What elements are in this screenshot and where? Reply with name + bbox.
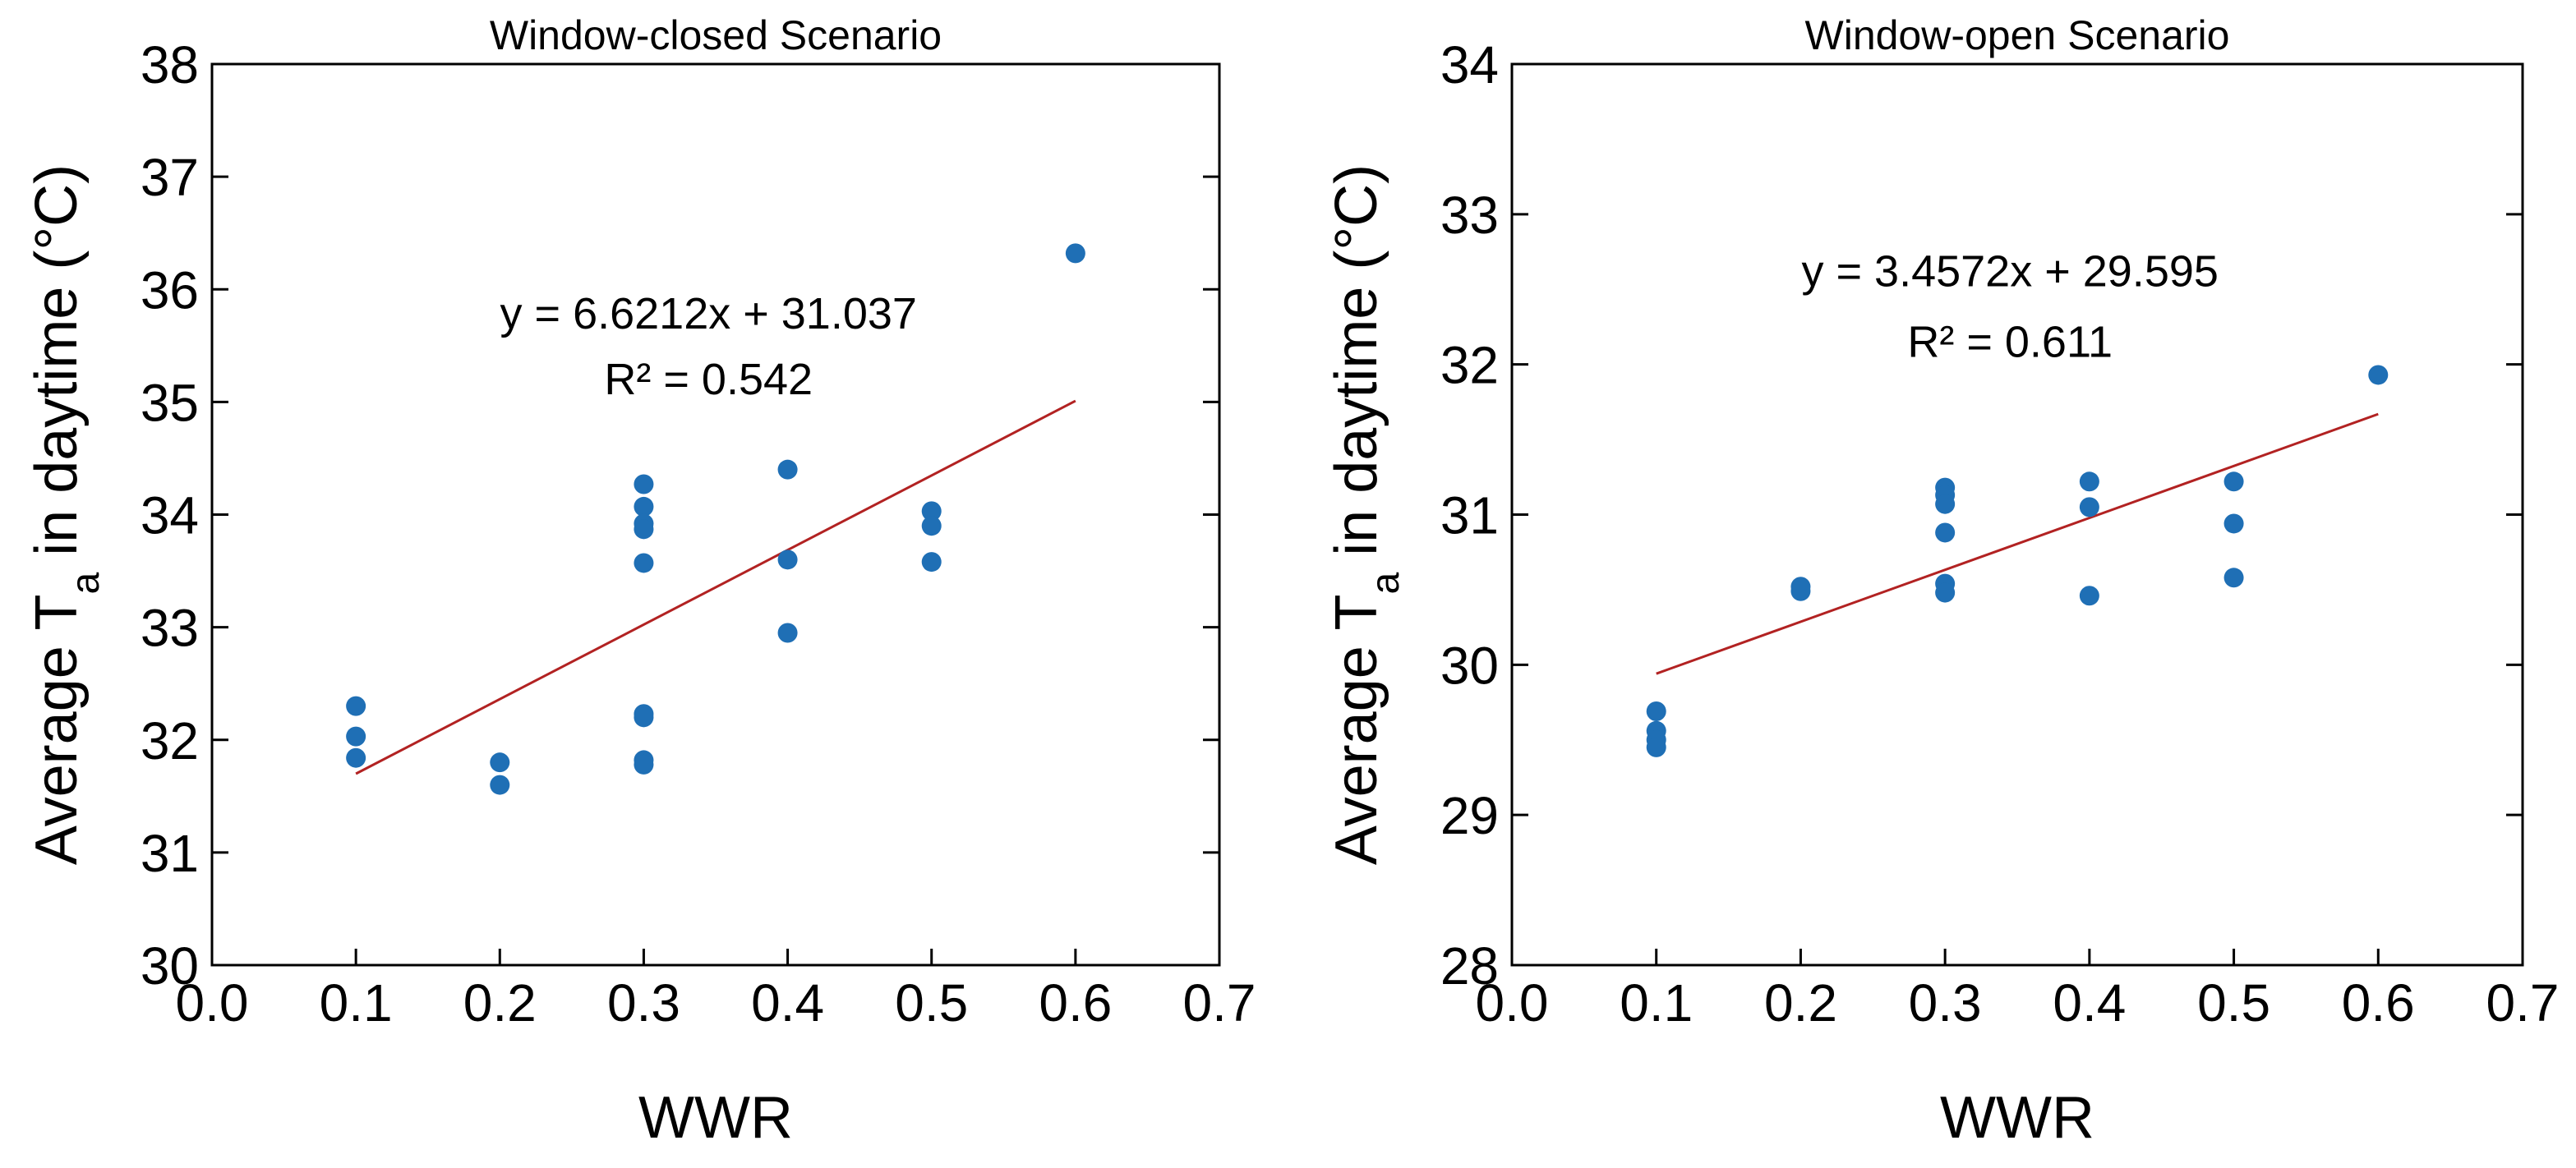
y-tick-label: 33 (141, 599, 199, 658)
trendline-equation: y = 3.4572x + 29.595 (1802, 247, 2219, 297)
data-point (2223, 568, 2244, 588)
y-tick-label: 29 (1440, 786, 1499, 845)
data-point (346, 726, 366, 747)
x-tick-label: 0.6 (1039, 973, 1112, 1032)
data-point (2223, 471, 2244, 492)
y-tick-label: 28 (1440, 936, 1499, 996)
y-tick-label: 32 (1440, 336, 1499, 395)
data-point (634, 519, 654, 540)
data-point (1646, 701, 1666, 722)
y-tick-label: 31 (1440, 486, 1499, 545)
y-axis-label-suffix: in daytime (°C) (1324, 164, 1389, 573)
data-point (1935, 582, 1956, 603)
data-point (1646, 737, 1666, 757)
y-tick-label: 30 (141, 936, 199, 996)
data-point (777, 623, 798, 643)
y-tick-label: 31 (141, 824, 199, 883)
data-point (346, 747, 366, 768)
data-point (490, 752, 510, 773)
chart-panel-window-open: Window-open Scenario 0.0 0.1 0.2 0.3 0.4 0.5 0.… (1324, 12, 2559, 1151)
data-point (634, 754, 654, 775)
x-tick-label: 0.1 (1620, 973, 1693, 1032)
trendline (355, 399, 1076, 775)
y-tick-label: 35 (141, 373, 199, 432)
x-tick-label: 0.5 (2197, 973, 2270, 1032)
y-axis-label-suffix: in daytime (°C) (24, 164, 90, 573)
data-point (634, 553, 654, 573)
x-tick-label: 0.7 (1183, 973, 1256, 1032)
data-point (1935, 494, 1956, 514)
y-axis-label-main: Average T (24, 595, 90, 866)
y-tick-label: 30 (1440, 636, 1499, 695)
x-tick-label: 0.0 (1476, 973, 1549, 1032)
x-axis-label: WWR (638, 1085, 793, 1151)
data-point (1065, 243, 1085, 264)
x-tick-label: 0.5 (895, 973, 968, 1032)
y-axis-label: Average Ta in daytime (°C) (24, 164, 108, 865)
x-tick-label: 0.7 (2486, 973, 2560, 1032)
y-axis-label-subscript: a (64, 573, 108, 595)
y-tick-label: 34 (141, 486, 199, 545)
x-tick-label: 0.3 (607, 973, 680, 1032)
data-point (634, 707, 654, 728)
data-point (1935, 522, 1956, 543)
data-point (921, 501, 942, 522)
x-tick-label: 0.2 (463, 973, 537, 1032)
x-tick-label: 0.4 (2053, 973, 2126, 1032)
data-point (921, 516, 942, 536)
y-axis-label-main: Average T (1324, 595, 1389, 866)
y-tick-label: 33 (1440, 186, 1499, 245)
data-point (1790, 581, 1811, 601)
data-point (2079, 586, 2099, 606)
trendline-r-squared: R² = 0.611 (1907, 318, 2113, 367)
trendline-r-squared: R² = 0.542 (604, 355, 813, 404)
y-axis-label-subscript: a (1364, 573, 1408, 595)
y-tick-label: 38 (141, 35, 199, 94)
x-tick-label: 0.6 (2342, 973, 2415, 1032)
data-point (777, 459, 798, 480)
x-tick-label: 0.3 (1909, 973, 1982, 1032)
data-point (777, 550, 798, 570)
y-tick-label: 34 (1440, 35, 1499, 94)
plot-area-frame (210, 62, 1221, 967)
x-tick-label: 0.2 (1764, 973, 1837, 1032)
data-point (634, 496, 654, 517)
y-tick-label: 37 (141, 148, 199, 207)
data-point (2223, 513, 2244, 534)
data-point (2368, 365, 2389, 385)
chart-title: Window-open Scenario (1805, 12, 2230, 58)
x-tick-label: 0.4 (751, 973, 824, 1032)
data-point (490, 775, 510, 795)
x-tick-label: 0.0 (176, 973, 249, 1032)
data-point (2079, 497, 2099, 517)
data-point (921, 552, 942, 573)
y-axis-label: Average Ta in daytime (°C) (1324, 164, 1408, 865)
y-tick-label: 32 (141, 711, 199, 770)
chart-title: Window-closed Scenario (490, 12, 942, 58)
y-tick-label: 36 (141, 260, 199, 320)
trendline (1656, 412, 2379, 675)
plot-area-frame (1510, 62, 2524, 967)
chart-panel-window-closed: Window-closed Scenario 0.0 0.1 0.2 0.3 0.4 0.5… (24, 12, 1256, 1151)
data-point (2079, 471, 2099, 492)
x-tick-label: 0.1 (320, 973, 393, 1032)
trendline-equation: y = 6.6212x + 31.037 (500, 289, 917, 338)
data-point (634, 474, 654, 494)
x-axis-label: WWR (1940, 1085, 2094, 1151)
data-point (346, 696, 366, 716)
